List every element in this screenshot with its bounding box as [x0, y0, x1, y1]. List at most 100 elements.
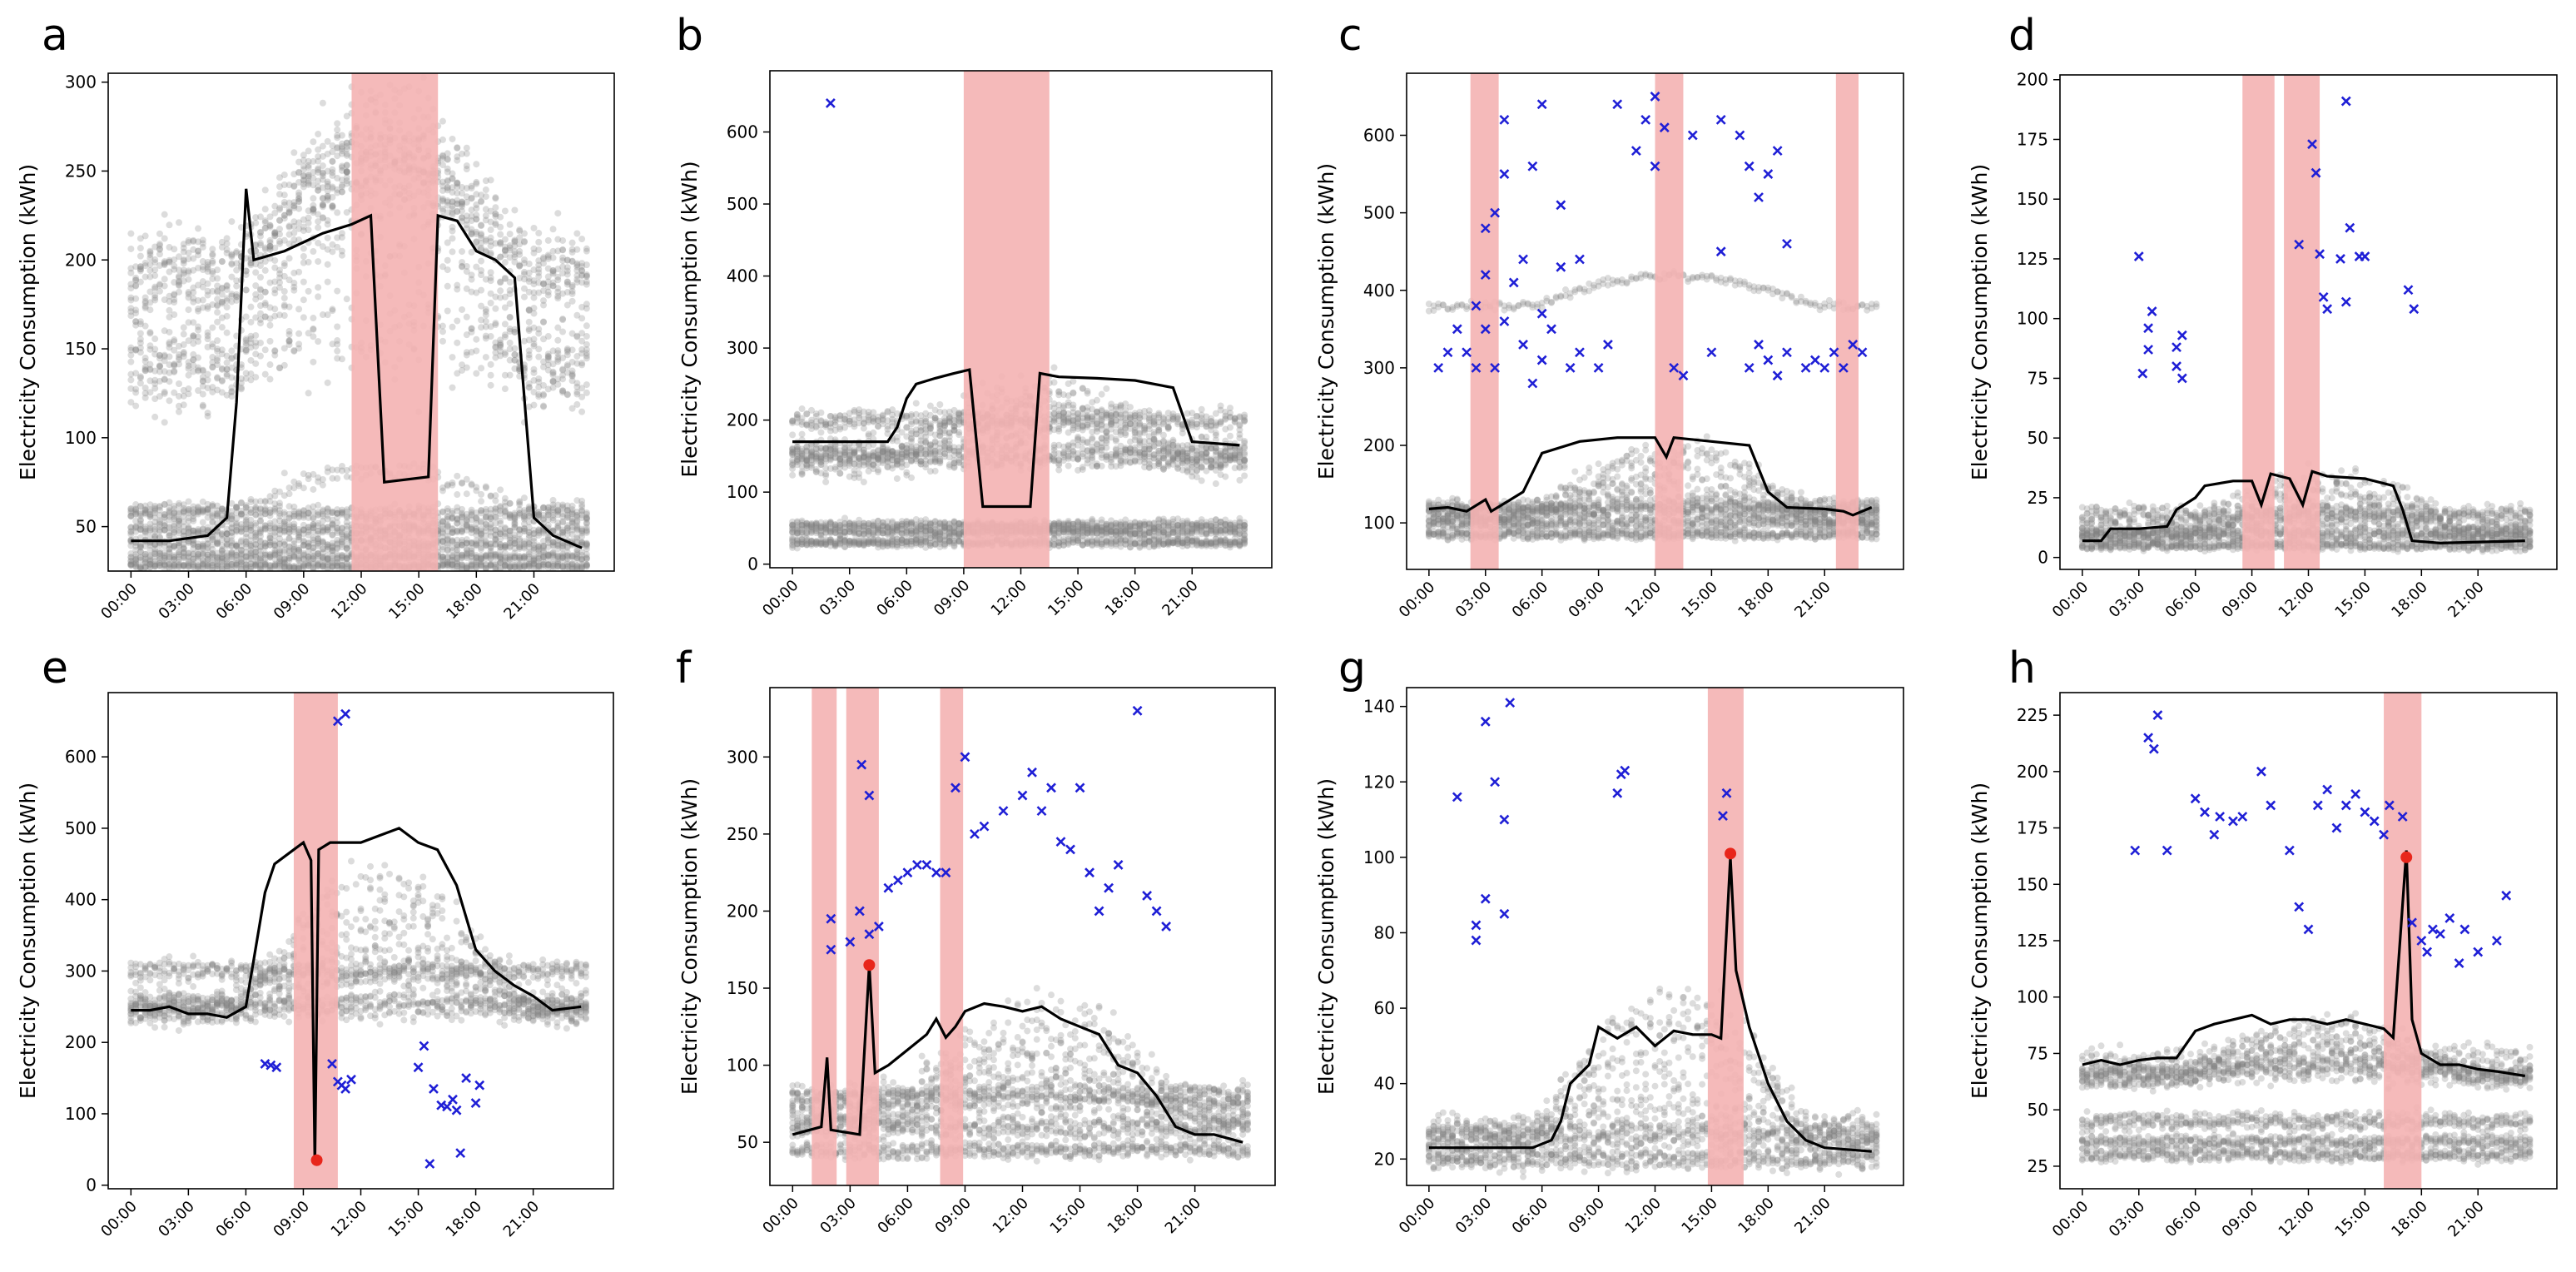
anomaly-marker-h-31 [2444, 912, 2455, 923]
y-tick-label-g-5: 120 [1363, 772, 1395, 792]
anomaly-marker-c-7 [1480, 270, 1491, 281]
anomaly-marker-c-26 [1575, 347, 1585, 358]
anomaly-marker-e-6 [340, 1084, 351, 1094]
plot-area-a [127, 73, 590, 571]
anomaly-marker-f-23 [1046, 783, 1056, 793]
anomaly-marker-d-15 [2335, 254, 2345, 264]
anomaly-marker-f-20 [1017, 790, 1028, 801]
x-tick-label-b-4: 12:00 [988, 577, 1031, 620]
y-tick-label-d-5: 125 [2017, 249, 2048, 269]
panel-label-f: f [676, 643, 692, 693]
anomaly-marker-c-40 [1715, 246, 1726, 257]
anomaly-marker-c-49 [1772, 146, 1783, 157]
x-tick-label-g-6: 18:00 [1735, 1195, 1778, 1238]
anomaly-marker-f-18 [979, 821, 990, 832]
anomaly-marker-c-46 [1754, 340, 1764, 350]
y-axis-label-b: Electricity Consumption (kWh) [678, 161, 702, 477]
anomaly-marker-c-1 [1442, 347, 1453, 358]
x-tick-label-e-3: 09:00 [270, 1198, 313, 1241]
y-tick-label-d-0: 0 [2037, 548, 2048, 568]
x-tick-label-g-2: 06:00 [1509, 1195, 1552, 1238]
anomaly-marker-f-7 [864, 790, 875, 801]
anomaly-marker-f-28 [1094, 906, 1104, 917]
anomaly-marker-h-32 [2454, 958, 2464, 969]
anomaly-marker-d-6 [2171, 361, 2181, 372]
x-tick-label-e-0: 00:00 [97, 1198, 141, 1241]
background-cloud-h [2078, 1010, 2534, 1168]
anomaly-marker-c-29 [1602, 340, 1613, 350]
x-tick-label-b-2: 06:00 [873, 577, 916, 620]
y-tick-label-d-2: 50 [2028, 428, 2048, 448]
x-tick-label-h-7: 21:00 [2444, 1198, 2488, 1241]
anomaly-marker-c-35 [1659, 122, 1670, 133]
anomaly-marker-f-10 [902, 867, 913, 878]
anomaly-window-f-2 [940, 688, 964, 1185]
x-tick-label-f-5: 15:00 [1047, 1195, 1090, 1238]
anomaly-marker-h-3 [2152, 710, 2163, 721]
anomaly-marker-d-11 [2310, 167, 2321, 178]
anomaly-marker-c-50 [1772, 370, 1783, 381]
anomaly-marker-c-8 [1480, 223, 1491, 234]
y-tick-label-d-6: 150 [2017, 189, 2048, 209]
anomaly-marker-c-44 [1744, 362, 1755, 373]
x-tick-label-a-5: 15:00 [385, 580, 429, 624]
y-tick-label-d-4: 100 [2017, 309, 2048, 329]
anomaly-marker-e-1 [266, 1060, 276, 1071]
y-tick-label-c-4: 500 [1363, 203, 1395, 223]
anomaly-marker-c-45 [1754, 192, 1764, 202]
anomaly-marker-c-33 [1650, 161, 1660, 171]
x-tick-label-b-1: 03:00 [816, 577, 860, 620]
x-tick-label-g-4: 12:00 [1622, 1195, 1665, 1238]
y-tick-label-c-2: 300 [1363, 358, 1395, 378]
y-tick-label-e-0: 0 [86, 1175, 97, 1195]
x-tick-label-b-5: 15:00 [1045, 577, 1088, 620]
series-line-d [2082, 470, 2525, 545]
anomaly-marker-h-6 [2200, 807, 2210, 817]
anomaly-marker-g-1 [1471, 920, 1482, 931]
x-tick-label-e-5: 15:00 [385, 1198, 429, 1241]
anomaly-marker-f-14 [941, 867, 951, 878]
anomaly-marker-f-4 [864, 929, 875, 940]
anomaly-marker-d-4 [2147, 306, 2157, 317]
y-tick-label-g-1: 40 [1374, 1074, 1395, 1094]
background-cloud-g [1425, 985, 1880, 1180]
y-tick-label-b-6: 600 [727, 122, 758, 142]
panel-c: c 100 200 300 400 500 600 00:00 03:00 06:00 09:00 1… [1314, 11, 1904, 622]
y-tick-label-f-5: 300 [727, 747, 758, 767]
anomaly-marker-h-23 [2379, 829, 2389, 840]
series-line-a [131, 188, 583, 549]
anomaly-marker-c-42 [1735, 130, 1745, 141]
x-tick-label-a-2: 06:00 [213, 580, 256, 624]
plot-area-h [2078, 693, 2534, 1189]
anomaly-marker-g-5 [1490, 777, 1501, 788]
panel-label-h: h [2008, 643, 2036, 693]
anomaly-marker-c-2 [1452, 324, 1462, 335]
anomaly-marker-c-32 [1640, 114, 1651, 125]
y-tick-label-g-4: 100 [1363, 847, 1395, 867]
anomaly-marker-d-2 [2143, 323, 2154, 334]
anomaly-marker-c-13 [1499, 114, 1510, 125]
anomaly-marker-e-7 [346, 1074, 356, 1085]
x-tick-label-e-7: 21:00 [500, 1198, 543, 1241]
x-tick-label-f-4: 12:00 [990, 1195, 1033, 1238]
x-tick-label-g-7: 21:00 [1791, 1195, 1834, 1238]
anomaly-marker-h-19 [2340, 800, 2351, 811]
x-tick-label-c-6: 18:00 [1735, 579, 1778, 622]
y-tick-label-b-1: 100 [727, 482, 758, 502]
x-tick-label-c-2: 06:00 [1509, 579, 1552, 622]
x-tick-label-c-7: 21:00 [1791, 579, 1834, 622]
x-tick-label-d-7: 21:00 [2444, 579, 2488, 622]
anomaly-window-h-0 [2384, 693, 2422, 1189]
anomaly-marker-e-3 [327, 1059, 337, 1069]
anomaly-window-d-0 [2242, 75, 2275, 569]
x-tick-label-g-1: 03:00 [1452, 1195, 1496, 1238]
anomaly-marker-c-27 [1575, 254, 1585, 265]
y-tick-label-d-7: 175 [2017, 129, 2048, 149]
y-tick-label-f-0: 50 [737, 1132, 758, 1152]
anomaly-marker-f-34 [1161, 922, 1172, 932]
anomaly-marker-c-57 [1838, 362, 1849, 373]
y-tick-label-b-5: 500 [727, 194, 758, 214]
background-cloud-e [127, 857, 589, 1034]
anomaly-marker-h-34 [2473, 947, 2484, 957]
